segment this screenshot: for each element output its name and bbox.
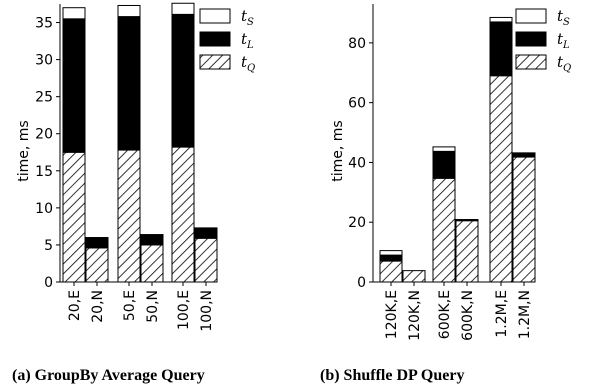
bar-segment-t-q xyxy=(62,151,86,283)
y-tick-label: 10 xyxy=(35,201,53,217)
y-tick-label: 5 xyxy=(44,238,53,254)
y-tick-label: 20 xyxy=(348,215,366,231)
legend-swatch xyxy=(199,8,231,24)
y-tick-label: 30 xyxy=(35,53,53,69)
bar-segment-t-q xyxy=(432,177,456,283)
bar-segment-t-s xyxy=(117,4,141,18)
chart-panel-groupby: 0 5 10 15 20 25 30 35 time, ms 20,E 20,N 50,E 50,N 10… xyxy=(12,2,255,384)
bar-segment-t-l xyxy=(455,219,479,222)
bar-segment-t-l xyxy=(62,18,86,153)
y-tick-label: 0 xyxy=(44,275,53,291)
x-tick-label: 100,E xyxy=(176,290,192,330)
y-tick-label: 35 xyxy=(35,16,53,32)
bar-segment-t-q xyxy=(140,244,164,283)
legend-swatch xyxy=(199,31,231,47)
bar-segment-t-q xyxy=(171,146,195,283)
bar-segment-t-s xyxy=(379,250,403,256)
x-tick-label: 600K,E xyxy=(437,290,453,339)
bar-segment-t-s xyxy=(489,16,513,23)
y-tick-label: 80 xyxy=(348,36,366,52)
legend-swatch xyxy=(515,31,547,47)
x-tick-label: 1.2M,N xyxy=(517,290,533,339)
bar-segment-t-l xyxy=(432,150,456,179)
y-tick-label: 40 xyxy=(348,155,366,171)
x-tick-label: 20,E xyxy=(67,290,83,321)
legend-label: tL xyxy=(557,30,570,51)
bar-segment-t-s xyxy=(432,146,456,152)
x-tick-label: 100,N xyxy=(199,290,215,332)
legend-label: tS xyxy=(241,7,254,28)
x-tick-label: 50,N xyxy=(145,290,161,323)
y-tick-label: 60 xyxy=(348,96,366,112)
chart-caption: (a) GroupBy Average Query xyxy=(12,367,205,384)
y-axis-label: time, ms xyxy=(330,120,346,181)
bar-segment-t-l xyxy=(379,254,403,262)
legend-swatch xyxy=(515,54,547,70)
bar-segment-t-l xyxy=(171,13,195,148)
bar-segment-t-q xyxy=(455,220,479,283)
bar-segment-t-s xyxy=(171,2,195,15)
y-tick-label: 0 xyxy=(357,275,366,291)
x-tick-label: 600K,N xyxy=(460,290,476,341)
legend-label: tS xyxy=(557,7,570,28)
bar-segment-t-q xyxy=(117,149,141,283)
legend-swatch xyxy=(515,8,547,24)
chart-caption: (b) Shuffle DP Query xyxy=(320,367,464,384)
bar-segment-t-q xyxy=(379,260,403,283)
x-tick-label: 50,E xyxy=(122,290,138,321)
bar-segment-t-l xyxy=(140,234,164,246)
y-axis-label: time, ms xyxy=(16,120,32,181)
y-tick-label: 20 xyxy=(35,127,53,143)
legend-label: tQ xyxy=(557,53,571,74)
legend-label: tL xyxy=(241,30,254,51)
bar-segment-t-l xyxy=(512,152,536,158)
bar-segment-t-l xyxy=(489,21,513,77)
x-tick-label: 120K,E xyxy=(384,290,400,339)
bar-segment-t-q xyxy=(85,247,109,283)
x-tick-label: 120K,N xyxy=(407,290,423,341)
bar-segment-t-q xyxy=(512,156,536,283)
y-tick-label: 15 xyxy=(35,164,53,180)
bar-segment-t-l xyxy=(194,227,218,239)
bar-segment-t-q xyxy=(194,237,218,283)
legend-label: tQ xyxy=(241,53,255,74)
bar-segment-t-s xyxy=(62,7,86,20)
x-tick-label: 20,N xyxy=(90,290,106,323)
bar-segment-t-l xyxy=(85,237,109,249)
x-tick-label: 1.2M,E xyxy=(494,290,510,338)
chart-panel-shuffle: 0 20 40 60 80 time, ms 120K,E 120K,N 600K,E 600K,… xyxy=(320,4,571,384)
y-tick-label: 25 xyxy=(35,90,53,106)
bar-segment-t-q xyxy=(489,75,513,283)
bar-segment-t-l xyxy=(117,16,141,151)
legend-swatch xyxy=(199,54,231,70)
bar-segment-t-q xyxy=(402,270,426,283)
